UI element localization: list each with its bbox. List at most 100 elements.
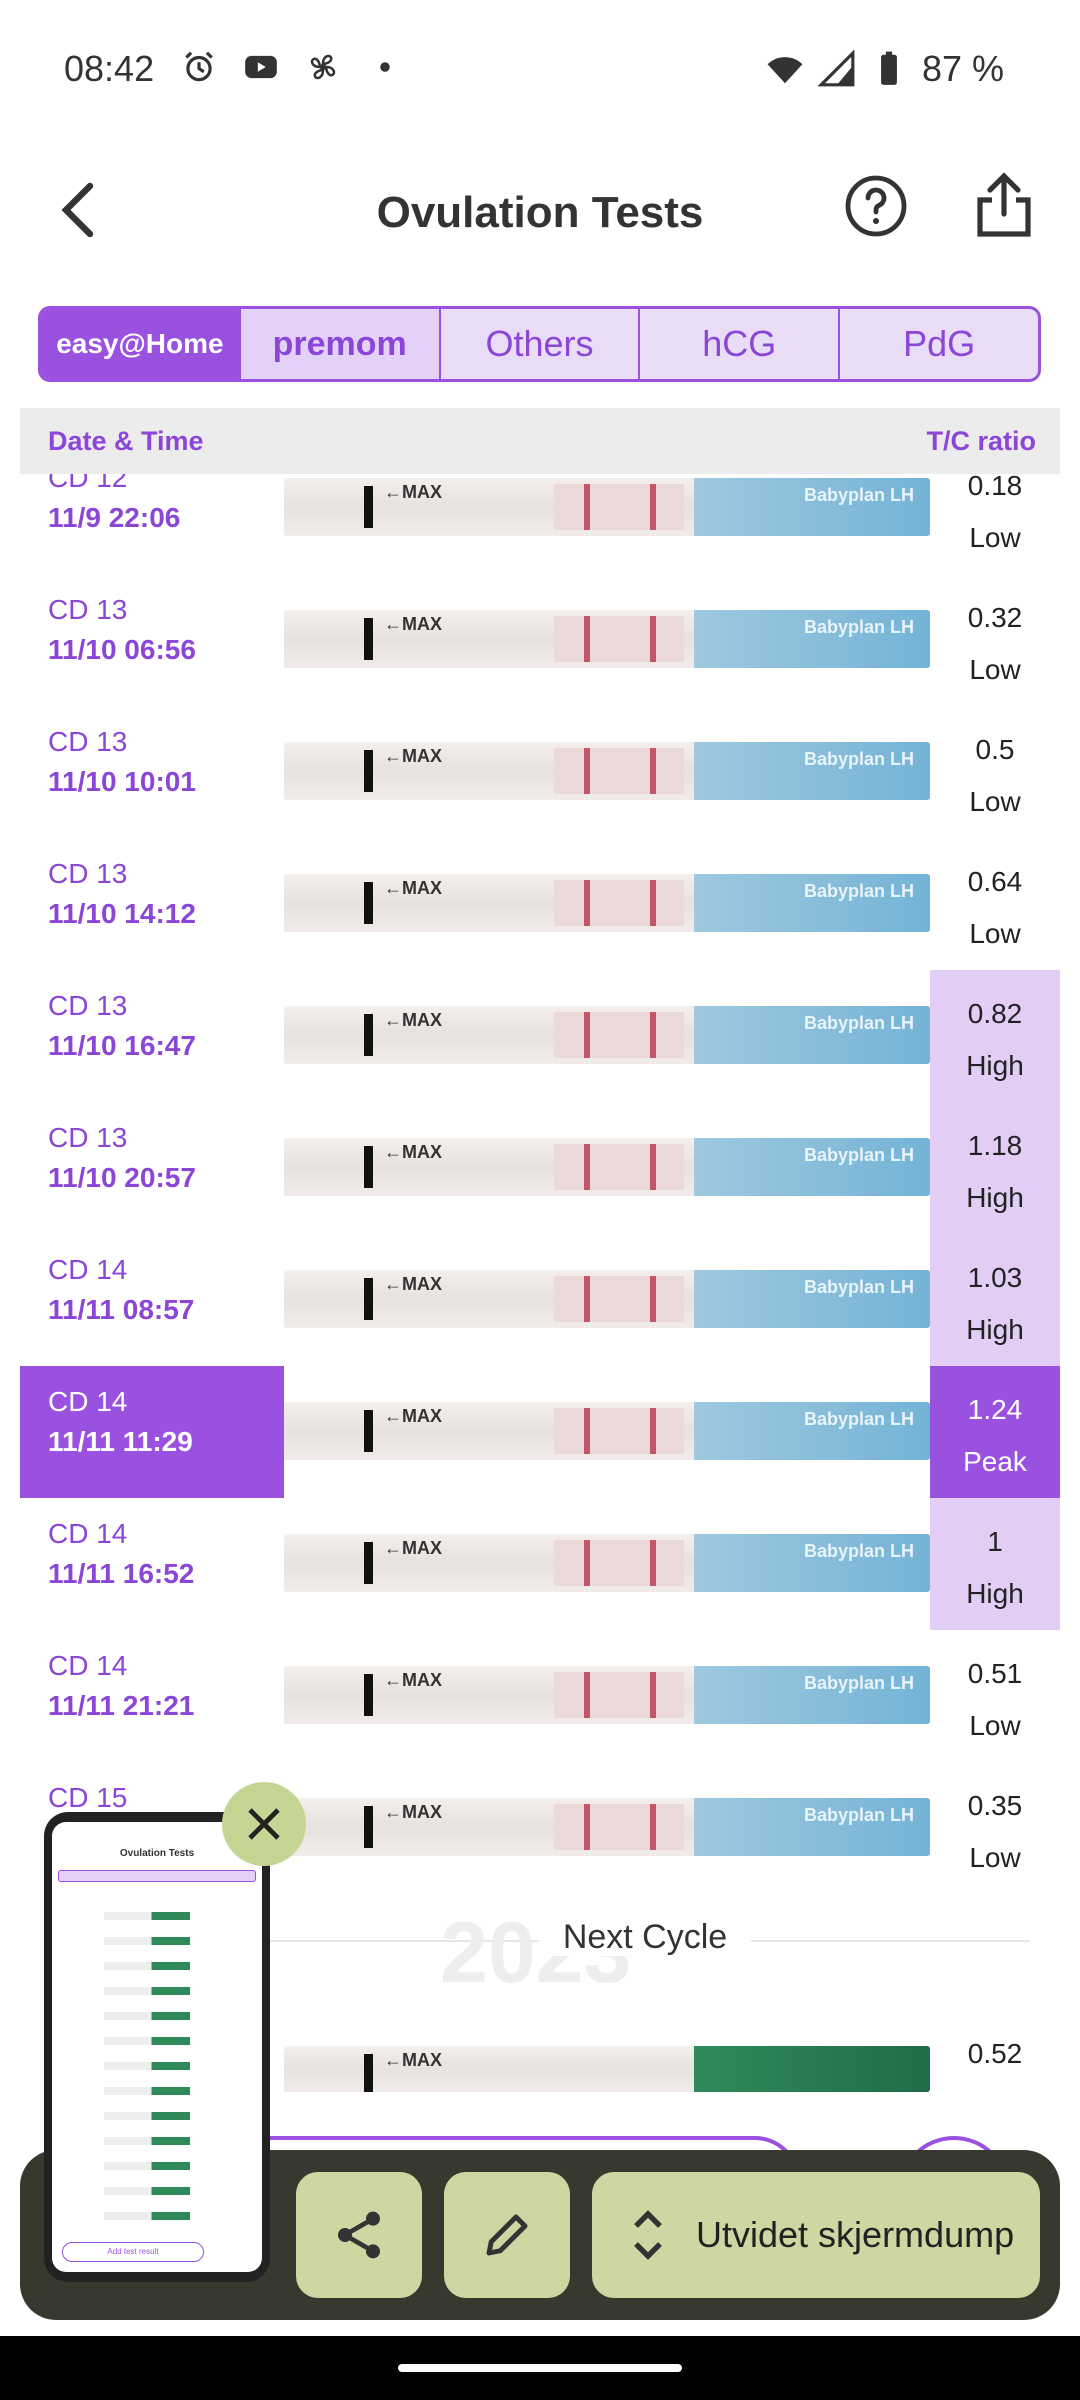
row-date-cell: CD 13 11/10 16:47 bbox=[20, 970, 284, 1102]
back-arrow-icon[interactable] bbox=[50, 178, 110, 242]
strip-brand-text: Babyplan LH bbox=[804, 1277, 915, 1297]
strip-brand-text: Babyplan LH bbox=[804, 881, 915, 901]
control-line bbox=[650, 1672, 656, 1718]
table-row[interactable]: CD 12 11/9 22:06 ←MAX Babyplan LH 0.18 Low bbox=[20, 474, 1060, 574]
test-strip-image: ←MAX Babyplan LH bbox=[284, 1534, 930, 1592]
table-row[interactable]: CD 15 ←MAX Babyplan LH 0.35 Low bbox=[20, 1762, 1060, 1894]
brand-tabs: easy@Home premom Others hCG PdG bbox=[38, 306, 1041, 382]
test-strip-image: ←MAX bbox=[284, 2046, 930, 2092]
control-line bbox=[650, 1144, 656, 1190]
expanded-screenshot-button[interactable]: Utvidet skjermdump bbox=[592, 2172, 1040, 2298]
status-right-icons: 87 % bbox=[766, 48, 1004, 90]
export-share-icon[interactable] bbox=[974, 170, 1034, 238]
table-row[interactable]: CD 13 11/10 20:57 ←MAX Babyplan LH 1.18 High bbox=[20, 1102, 1060, 1234]
row-date-cell: CD 14 11/11 11:29 bbox=[20, 1366, 284, 1498]
ratio-level: Low bbox=[969, 1710, 1021, 1741]
row-date-cell: CD 15 bbox=[20, 1762, 284, 1894]
tab-hcg[interactable]: hCG bbox=[640, 309, 841, 379]
table-row[interactable]: CD 13 11/10 06:56 ←MAX Babyplan LH 0.32 Low bbox=[20, 574, 1060, 706]
signal-icon bbox=[817, 50, 855, 87]
test-strip-image: ←MAX Babyplan LH bbox=[284, 1798, 930, 1856]
screenshot-thumbnail[interactable]: Ovulation Tests Add test result bbox=[44, 1812, 270, 2282]
ratio-value: 0.51 bbox=[967, 1658, 1023, 1689]
tab-pdg[interactable]: PdG bbox=[903, 323, 976, 364]
table-row[interactable]: CD 14 11/11 11:29 ←MAX Babyplan LH 1.24 Peak bbox=[20, 1366, 1060, 1498]
strip-max-text: ←MAX bbox=[384, 1670, 442, 1690]
dot-icon bbox=[380, 62, 390, 72]
strip-result-window bbox=[554, 484, 684, 530]
strip-max-text: ←MAX bbox=[384, 1406, 442, 1426]
ratio-value: 0.52 bbox=[967, 2038, 1023, 2069]
tab-others[interactable]: Others bbox=[441, 309, 641, 379]
strip-handle bbox=[694, 742, 930, 800]
table-row[interactable]: CD 14 11/11 16:52 ←MAX Babyplan LH 1 High bbox=[20, 1498, 1060, 1630]
ratio-level: High bbox=[966, 1578, 1024, 1609]
strip-brand-text: Babyplan LH bbox=[804, 1013, 915, 1033]
thumbnail-row bbox=[104, 2162, 190, 2170]
status-bar: 08:42 87 % bbox=[0, 0, 1080, 135]
test-strip-image: ←MAX Babyplan LH bbox=[284, 1270, 930, 1328]
strip-brand-text: Babyplan LH bbox=[804, 1805, 915, 1825]
cycle-day: CD 13 bbox=[48, 594, 128, 625]
help-icon[interactable] bbox=[844, 174, 908, 238]
status-time: 08:42 bbox=[64, 48, 155, 89]
strip-max-text: ←MAX bbox=[384, 1142, 442, 1162]
ratio-cell: 1 High bbox=[930, 1498, 1060, 1630]
strip-max-mark bbox=[364, 2054, 373, 2092]
wifi-icon bbox=[767, 57, 803, 84]
thumbnail-row bbox=[104, 2212, 190, 2220]
table-row[interactable]: CD 13 11/10 16:47 ←MAX Babyplan LH 0.82 High bbox=[20, 970, 1060, 1102]
thumbnail-row bbox=[104, 1962, 190, 1970]
thumbnail-row bbox=[104, 2062, 190, 2070]
test-datetime: 11/10 10:01 bbox=[48, 766, 196, 797]
strip-brand-text: Babyplan LH bbox=[804, 1145, 915, 1165]
tab-easy-at-home[interactable]: easy@Home bbox=[41, 309, 241, 379]
tab-premom[interactable]: premom bbox=[240, 309, 441, 379]
strip-handle bbox=[694, 1534, 930, 1592]
ratio-level: Low bbox=[969, 1842, 1021, 1873]
cycle-day: CD 14 bbox=[48, 1650, 128, 1681]
row-date-cell: CD 13 11/10 14:12 bbox=[20, 838, 284, 970]
test-list[interactable]: CD 12 11/9 22:06 ←MAX Babyplan LH 0.18 Low CD … bbox=[20, 474, 1060, 2114]
strip-handle bbox=[694, 1006, 930, 1064]
control-line bbox=[650, 748, 656, 794]
test-line bbox=[584, 1804, 590, 1850]
app-header: Ovulation Tests bbox=[0, 150, 1080, 270]
table-row[interactable]: CD 14 11/11 08:57 ←MAX Babyplan LH 1.03 High bbox=[20, 1234, 1060, 1366]
ratio-cell: 0.35 Low bbox=[930, 1762, 1060, 1894]
table-row[interactable]: CD 13 11/10 14:12 ←MAX Babyplan LH 0.64 Low bbox=[20, 838, 1060, 970]
thumbnail-tabs bbox=[58, 1870, 256, 1882]
strip-handle bbox=[694, 610, 930, 668]
control-line bbox=[650, 1012, 656, 1058]
strip-max-text: ←MAX bbox=[384, 1010, 442, 1030]
close-thumbnail-button[interactable] bbox=[222, 1782, 306, 1866]
edit-button[interactable] bbox=[444, 2172, 570, 2298]
status-left-icons bbox=[180, 48, 404, 86]
cycle-day: CD 13 bbox=[48, 726, 128, 757]
pencil-icon bbox=[486, 2214, 528, 2256]
strip-handle bbox=[694, 1270, 930, 1328]
test-datetime: 11/10 16:47 bbox=[48, 1030, 196, 1061]
strip-max-mark bbox=[364, 486, 373, 528]
strip-handle bbox=[694, 2046, 930, 2092]
share-button[interactable] bbox=[296, 2172, 422, 2298]
strip-result-window bbox=[554, 1012, 684, 1058]
row-date-cell: CD 13 11/10 10:01 bbox=[20, 706, 284, 838]
test-datetime: 11/11 08:57 bbox=[48, 1294, 195, 1325]
list-item[interactable]: ←MAX 0.52 bbox=[20, 2010, 1060, 2142]
ratio-value: 0.82 bbox=[967, 998, 1023, 1029]
table-row[interactable]: CD 13 11/10 10:01 ←MAX Babyplan LH 0.5 Low bbox=[20, 706, 1060, 838]
test-datetime: 11/10 14:12 bbox=[48, 898, 196, 929]
ratio-value: 1.18 bbox=[967, 1130, 1023, 1161]
strip-result-window bbox=[554, 1408, 684, 1454]
control-line bbox=[650, 1804, 656, 1850]
thumbnail-row bbox=[104, 1987, 190, 1995]
control-line bbox=[650, 880, 656, 926]
ratio-value: 0.5 bbox=[975, 734, 1015, 765]
table-row[interactable]: CD 14 11/11 21:21 ←MAX Babyplan LH 0.51 Low bbox=[20, 1630, 1060, 1762]
test-strip-image: ←MAX Babyplan LH bbox=[284, 1402, 930, 1460]
ratio-value: 1.24 bbox=[967, 1394, 1023, 1425]
test-datetime: 11/10 20:57 bbox=[48, 1162, 196, 1193]
home-gesture-handle[interactable] bbox=[398, 2364, 682, 2372]
next-cycle-divider: 2023 Next Cycle bbox=[260, 1900, 1030, 2001]
